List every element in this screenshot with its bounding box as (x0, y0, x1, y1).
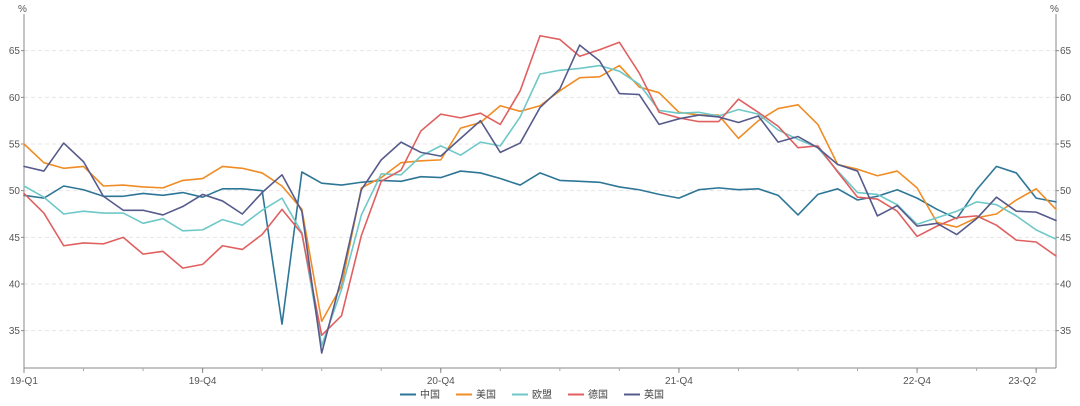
y-tick-label-right: 35 (1060, 326, 1072, 337)
y-tick-label-left: 55 (9, 140, 21, 151)
series-line-3[interactable] (23, 34, 1057, 337)
y-tick-label-right: 55 (1060, 140, 1072, 151)
y-tick-label-left: 40 (9, 280, 21, 291)
legend-label: 欧盟 (532, 389, 552, 401)
legend-label: 中国 (420, 388, 440, 401)
series-lines (23, 34, 1057, 354)
legend-item-0[interactable]: 中国 (400, 388, 440, 401)
y-tick-label-left: 45 (9, 233, 21, 244)
y-tick-label-right: 60 (1060, 93, 1072, 104)
legend-item-1[interactable]: 美国 (456, 388, 496, 401)
y-tick-label-right: 65 (1060, 46, 1072, 57)
legend-label: 美国 (476, 388, 496, 401)
y-axis-unit-left: % (18, 4, 27, 15)
grid (24, 50, 1056, 332)
y-tick-label-left: 35 (9, 326, 21, 337)
series-line-2[interactable] (23, 64, 1057, 347)
legend: 中国 美国 欧盟 德国 英国 (400, 388, 664, 401)
x-tick-label: 20-Q4 (427, 376, 455, 387)
y-tick-label-left: 65 (9, 46, 21, 57)
x-tick-label: 19-Q1 (10, 376, 38, 387)
y-tick-label-right: 50 (1060, 186, 1072, 197)
axes: % % 35 35 40 40 45 45 50 50 55 55 60 60 65 65 19-Q1 19-… (9, 4, 1072, 387)
y-axis-unit-right: % (1050, 4, 1059, 15)
y-tick-label-left: 60 (9, 93, 21, 104)
series-line-1[interactable] (23, 64, 1057, 323)
x-tick-label: 23-Q2 (1008, 376, 1036, 387)
x-tick-label: 22-Q4 (903, 376, 931, 387)
legend-label: 英国 (644, 388, 664, 401)
y-tick-label-right: 45 (1060, 233, 1072, 244)
legend-item-3[interactable]: 德国 (568, 388, 608, 401)
x-tick-label: 19-Q4 (189, 376, 217, 387)
series-line-0[interactable] (23, 165, 1057, 325)
series-line-4[interactable] (23, 44, 1057, 354)
legend-label: 德国 (588, 388, 608, 401)
legend-item-2[interactable]: 欧盟 (512, 389, 552, 401)
x-tick-label: 21-Q4 (665, 376, 693, 387)
y-tick-label-right: 40 (1060, 280, 1072, 291)
legend-item-4[interactable]: 英国 (624, 388, 664, 401)
y-tick-label-left: 50 (9, 186, 21, 197)
